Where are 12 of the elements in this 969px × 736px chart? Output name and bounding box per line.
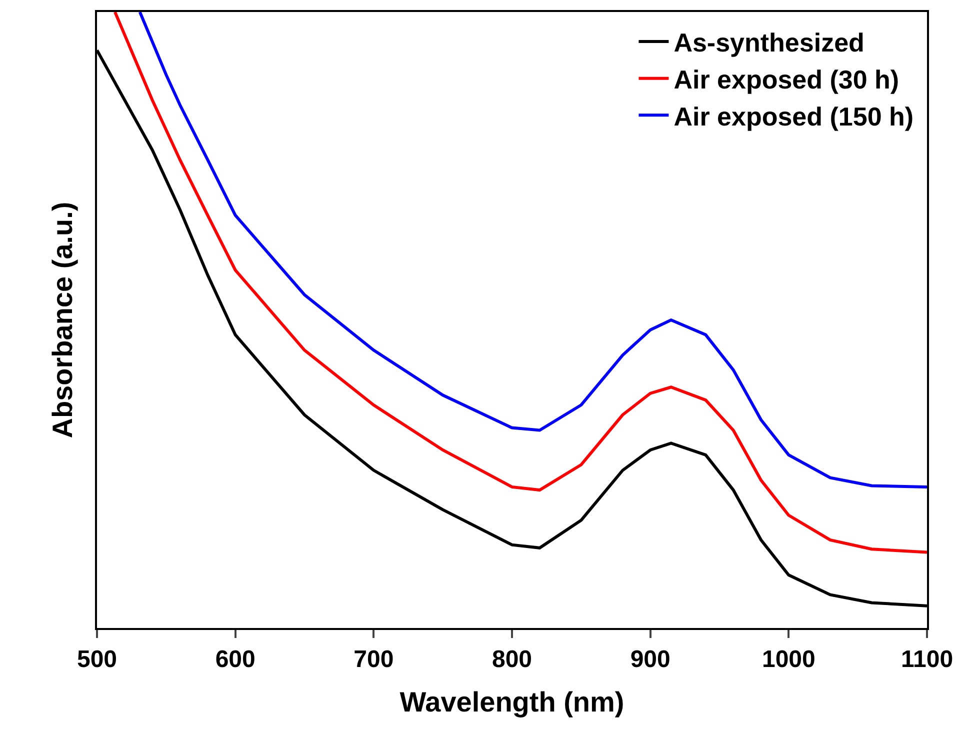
x-tick-label: 500	[76, 646, 118, 673]
x-axis-title: Wavelength (nm)	[400, 686, 624, 718]
x-tick-label: 1100	[900, 646, 954, 673]
x-tick-label: 1000	[762, 646, 816, 673]
x-tick-label: 700	[354, 646, 394, 673]
x-tick-label: 600	[215, 646, 256, 673]
x-tick-label: 900	[630, 646, 670, 673]
legend-label: As-synthesized	[674, 28, 864, 58]
legend-label: Air exposed (30 h)	[674, 64, 900, 94]
legend-label: Air exposed (150 h)	[674, 101, 914, 132]
x-tick-label: 800	[492, 646, 532, 673]
y-axis-title: Absorbance (a.u.)	[47, 202, 78, 438]
